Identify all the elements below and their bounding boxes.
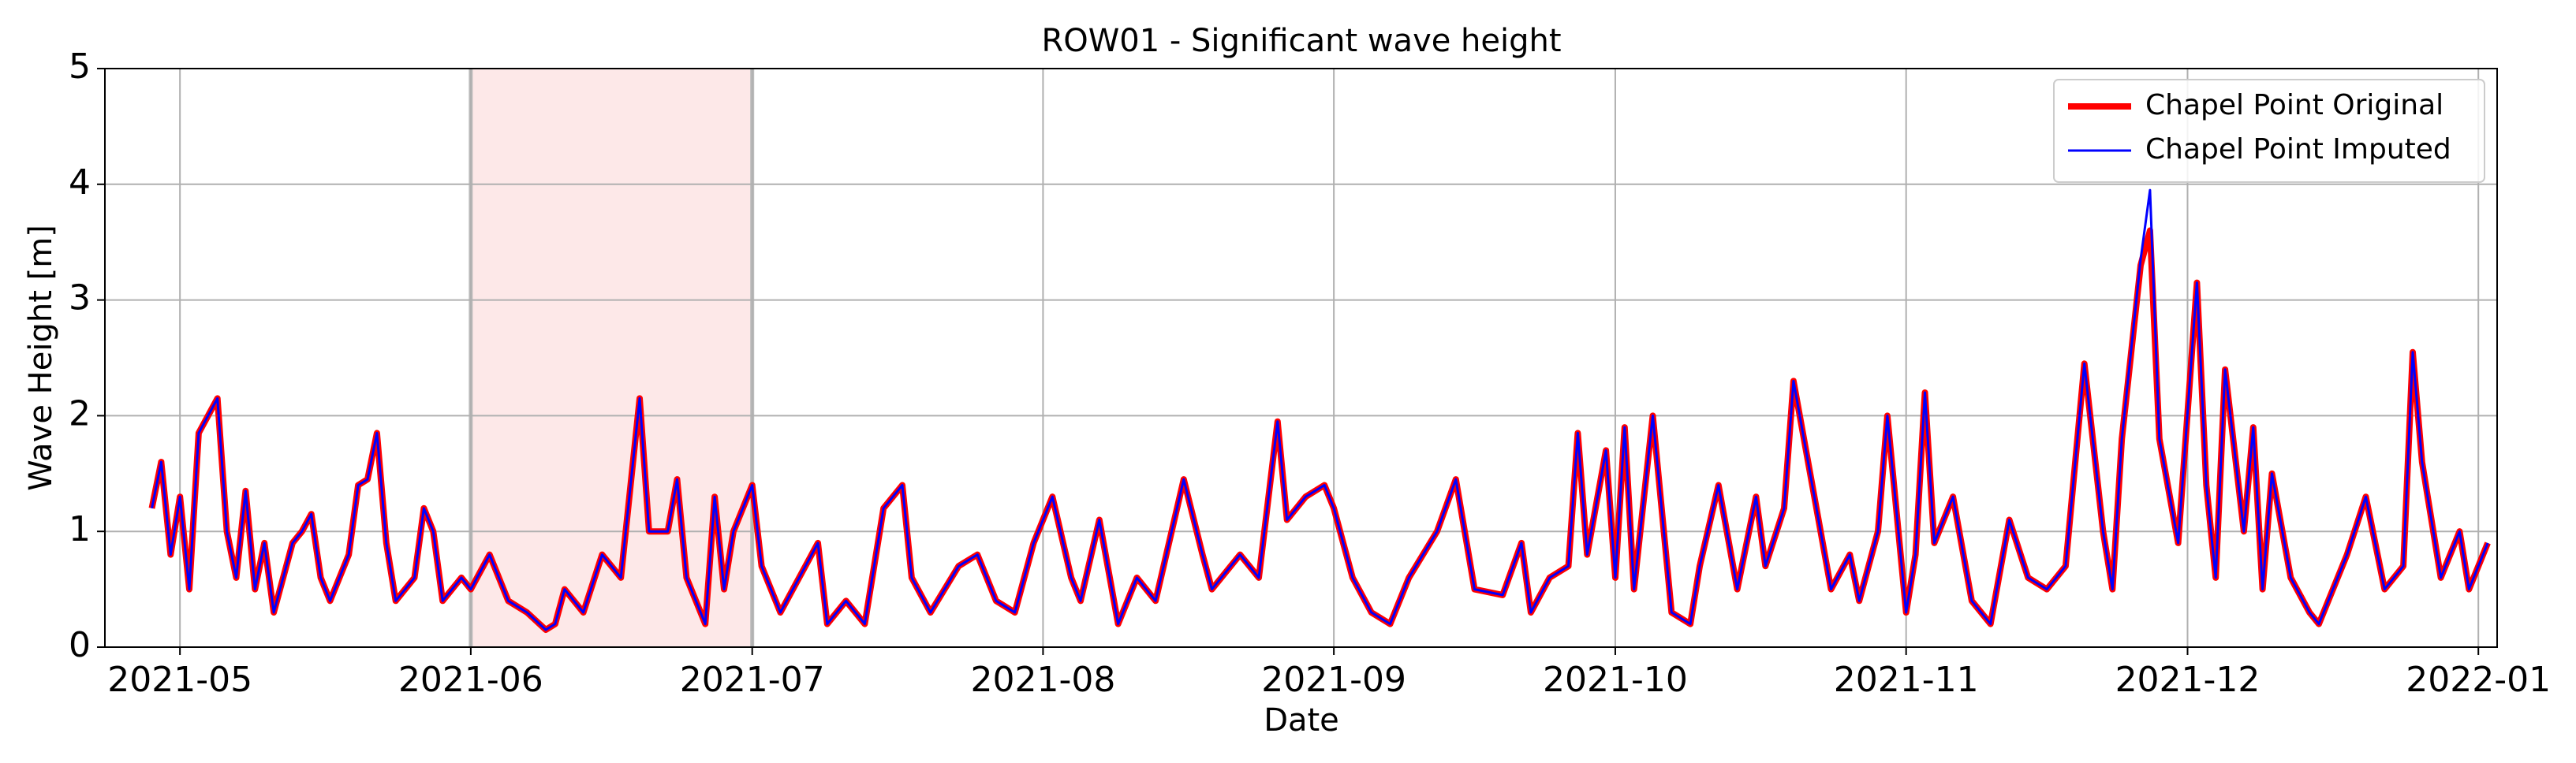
legend-label: Chapel Point Imputed [2145,133,2451,166]
legend-box [2053,79,2485,183]
series-line [151,188,2489,631]
plot-frame [104,68,2498,648]
x-tick-label: 2021-06 [398,660,543,700]
y-tick-label: 1 [69,509,91,549]
y-tick-label: 3 [69,278,91,318]
legend-label: Chapel Point Original [2145,89,2443,121]
y-tick-label: 2 [69,393,91,434]
chart-title: ROW01 - Significant wave height [1041,23,1561,59]
x-tick-label: 2021-05 [107,660,252,700]
x-tick-label: 2021-07 [680,660,825,700]
y-tick-label: 0 [69,625,91,665]
x-tick-label: 2021-11 [1834,660,1979,700]
y-tick-label: 4 [69,162,91,203]
x-tick-label: 2021-09 [1261,660,1406,700]
x-axis-label: Date [1264,702,1339,739]
highlight-span [470,69,752,647]
y-axis-label: Wave Height [m] [23,225,59,491]
x-tick-label: 2021-08 [970,660,1115,700]
y-tick-label: 5 [69,47,91,87]
x-tick-label: 2021-10 [1543,660,1688,700]
x-tick-label: 2022-01 [2406,660,2551,700]
x-tick-label: 2021-12 [2115,660,2261,700]
